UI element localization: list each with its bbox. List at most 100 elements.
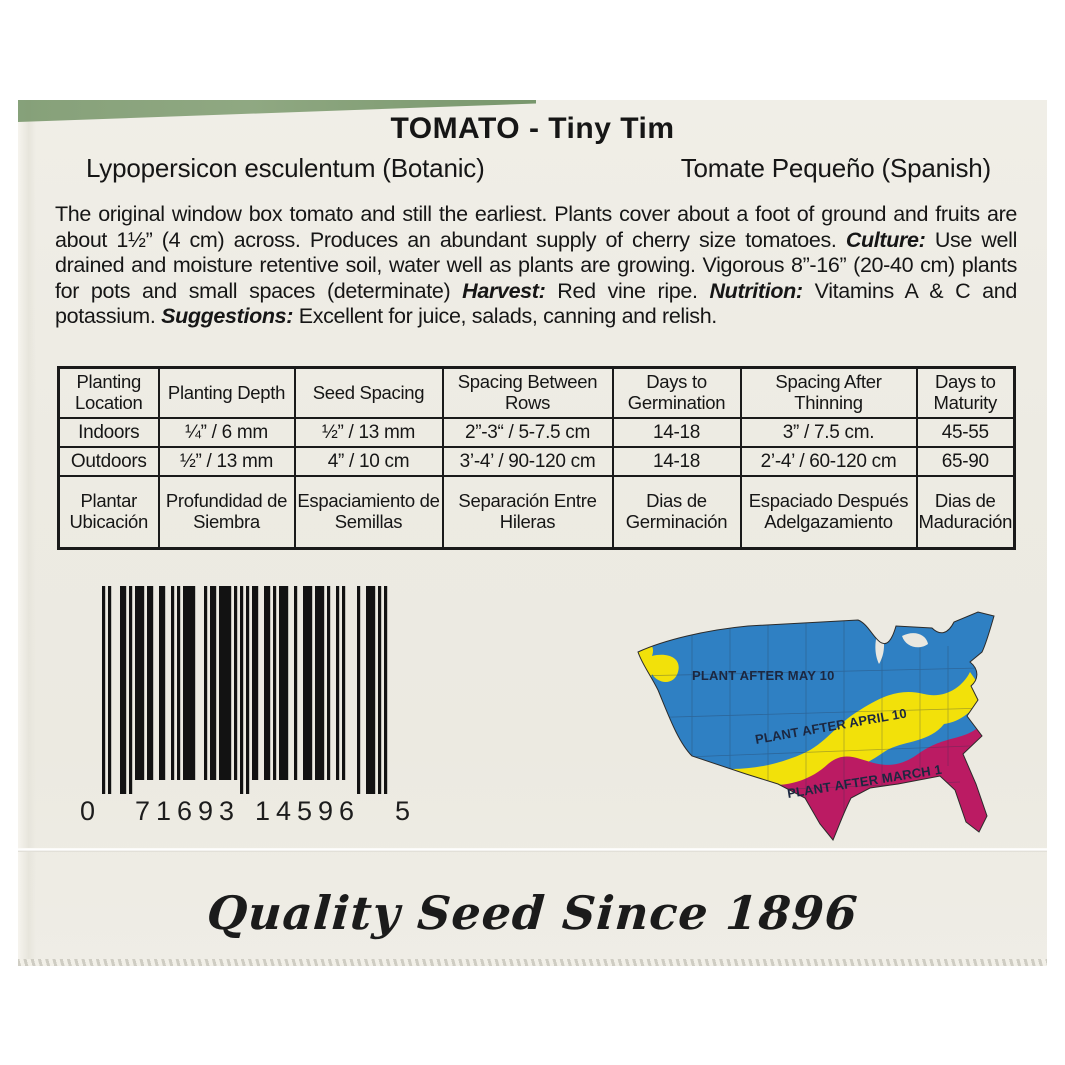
barcode-bar	[327, 586, 331, 780]
map-zone-north	[638, 612, 994, 840]
table-cell: Profundidad de Siembra	[157, 475, 296, 550]
description-segment: Culture:	[845, 227, 926, 252]
table-cell: 4” / 10 cm	[293, 446, 444, 477]
barcode-bar	[369, 586, 373, 794]
barcode-bar	[210, 586, 214, 780]
table-cell: 45-55	[915, 417, 1016, 448]
table-cell: Planting Location	[57, 366, 160, 419]
barcode-bar	[108, 586, 112, 794]
barcode-digits: 71693	[135, 796, 234, 826]
barcode-bar	[204, 586, 208, 780]
barcode-bar	[384, 586, 388, 794]
barcode-bar	[285, 586, 289, 780]
barcode-bar	[315, 586, 319, 780]
barcode-bar	[183, 586, 187, 780]
botanic-name: Lypopersicon esculentum (Botanic)	[86, 153, 485, 183]
barcode-bar	[225, 586, 229, 780]
table-cell: 14-18	[611, 446, 742, 477]
barcode-bar	[279, 586, 283, 780]
table-cell: 3’-4’ / 90-120 cm	[441, 446, 614, 477]
barcode-bar	[273, 586, 277, 780]
us-outline	[637, 611, 995, 841]
us-planting-map: PLANT AFTER MAY 10 PLANT AFTER APRIL 10 …	[637, 611, 995, 841]
barcode-bar	[138, 586, 142, 780]
map-label-may: PLANT AFTER MAY 10	[692, 668, 835, 683]
barcode-bar	[318, 586, 322, 780]
packet-left-fold	[18, 100, 36, 966]
table-cell: ½” / 13 mm	[157, 446, 296, 477]
table-cell: 2”-3“ / 5-7.5 cm	[441, 417, 614, 448]
barcode-bar	[336, 586, 340, 780]
table-cell: 3” / 7.5 cm.	[739, 417, 918, 448]
table-cell: 2’-4’ / 60-120 cm	[739, 446, 918, 477]
barcode-digits: 5	[395, 796, 410, 826]
barcode-bar	[129, 586, 133, 794]
barcode-bar	[120, 586, 124, 794]
table-cell: Dias de Germinación	[611, 475, 742, 550]
barcode-bar	[171, 586, 175, 780]
table-cell: Plantar Ubicación	[57, 475, 160, 550]
description-segment: Nutrition:	[709, 278, 803, 303]
barcode-bar	[141, 586, 145, 780]
barcode-bar	[246, 586, 250, 794]
table-cell: Days to Maturity	[915, 366, 1016, 419]
table-cell: Planting Depth	[157, 366, 296, 419]
barcode-bar	[234, 586, 238, 780]
tagline-text: Quality Seed Since 1896	[205, 886, 860, 940]
barcode-bar	[135, 586, 139, 780]
barcode-bar	[162, 586, 166, 780]
table-cell: Dias de Maduración	[915, 475, 1016, 550]
table-cell: 65-90	[915, 446, 1016, 477]
barcode-bar	[321, 586, 325, 780]
table-cell: Espaciado Después Adelgazamiento	[739, 475, 918, 550]
planting-table: Planting Location Planting Depth Seed Spac…	[57, 366, 1016, 550]
barcode-bar	[252, 586, 256, 780]
barcode-bar	[186, 586, 190, 780]
barcode-bar	[294, 586, 298, 780]
barcode-bar	[189, 586, 193, 780]
barcode-bar	[255, 586, 259, 780]
description-segment: Suggestions:	[161, 304, 294, 328]
table-cell: Spacing Between Rows	[441, 366, 614, 419]
table-row: Plantar Ubicación Profundidad de Siembra E…	[57, 475, 1016, 550]
table-cell: Indoors	[57, 417, 160, 448]
barcode-bar	[219, 586, 223, 780]
barcode-bar	[372, 586, 376, 794]
barcode-bar	[303, 586, 307, 780]
barcode-bar	[147, 586, 151, 780]
barcode-bar	[378, 586, 382, 794]
barcode-bar	[240, 586, 244, 794]
packet-serrated-edge	[18, 959, 1047, 966]
barcode-bar	[267, 586, 271, 780]
barcode-bar	[159, 586, 163, 780]
name-row: Lypopersicon esculentum (Botanic) Tomate…	[18, 153, 1047, 184]
barcode-bar	[123, 586, 127, 794]
map-zone-middle-band	[696, 672, 984, 785]
barcode-digits: 0	[80, 796, 95, 826]
barcode-bar	[150, 586, 154, 780]
description-paragraph: The original window box tomato and still…	[55, 202, 1017, 330]
table-row: Planting Location Planting Depth Seed Spac…	[57, 366, 1016, 419]
table-cell: ½” / 13 mm	[293, 417, 444, 448]
barcode-bar	[177, 586, 181, 780]
barcode-digits: 14596	[255, 796, 354, 826]
description-segment: Harvest:	[462, 278, 546, 303]
table-cell: 14-18	[611, 417, 742, 448]
barcode-bar	[228, 586, 232, 780]
table-row: Indoors ¼” / 6 mm ½” / 13 mm 2”-3“ / 5-7.5 …	[57, 417, 1016, 448]
barcode-bar	[357, 586, 361, 794]
description-segment: Excellent for juice, salads, canning and…	[293, 304, 718, 328]
barcode-bar	[309, 586, 313, 780]
table-cell: ¼” / 6 mm	[157, 417, 296, 448]
table-cell: Outdoors	[57, 446, 160, 477]
barcode-bar	[306, 586, 310, 780]
barcode-bar	[366, 586, 370, 794]
barcode-bar	[282, 586, 286, 780]
description-segment: Use well drained and moisture retentive …	[55, 227, 1018, 303]
table-row: Outdoors ½” / 13 mm 4” / 10 cm 3’-4’ / 90-1…	[57, 446, 1016, 477]
barcode-bar	[222, 586, 226, 780]
description-segment: Red vine ripe.	[545, 278, 710, 303]
table-cell: Separación Entre Hileras	[441, 475, 614, 550]
table-cell: Seed Spacing	[293, 366, 444, 419]
